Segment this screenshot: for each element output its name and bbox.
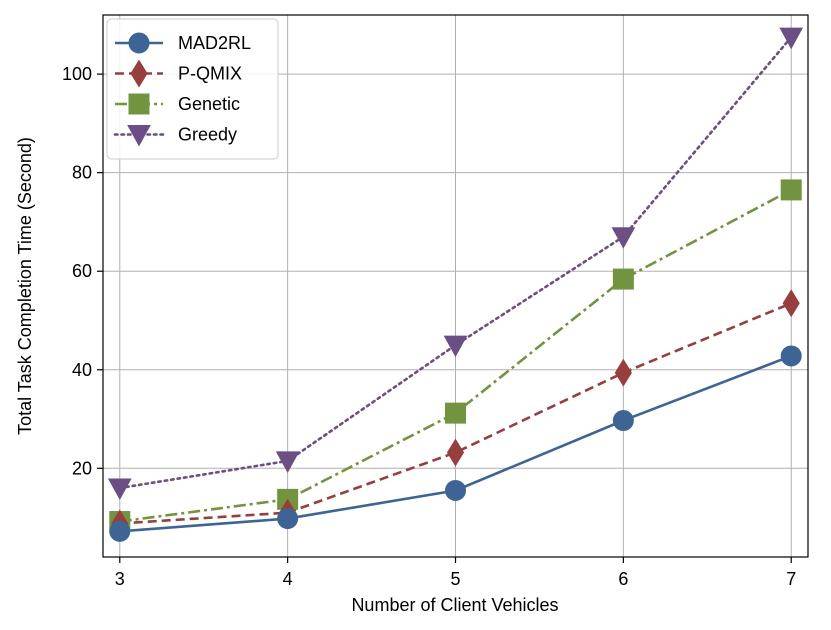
legend-marker-mad2rl (128, 32, 150, 54)
data-point-mad2rl (445, 479, 466, 501)
legend-box (106, 18, 279, 160)
legend: MAD2RL P-QMIX Genetic Greedy (106, 18, 279, 160)
x-tick-label: 5 (450, 569, 460, 589)
data-point-mad2rl (109, 520, 131, 542)
y-axis-label: Total Task Completion Time (Second) (15, 137, 35, 435)
legend-label-mad2rl: MAD2RL (178, 33, 251, 53)
data-point-greedy (107, 478, 132, 501)
y-tick-label: 100 (62, 64, 92, 84)
data-point-genetic (445, 402, 466, 424)
data-point-p-qmix (446, 438, 465, 467)
data-point-mad2rl (277, 508, 299, 530)
y-axis-ticks: 20 40 60 80 100 (62, 64, 103, 478)
y-tick-label: 40 (72, 360, 92, 380)
legend-label-p-qmix: P-QMIX (178, 64, 242, 84)
y-tick-label: 60 (72, 261, 92, 281)
series-line-p-qmix (119, 302, 792, 525)
data-point-genetic (612, 268, 634, 290)
y-tick-label: 80 (72, 163, 92, 183)
legend-marker-p-qmix (130, 59, 148, 88)
grid-lines (103, 15, 808, 557)
x-axis-label: Number of Client Vehicles (351, 595, 558, 615)
legend-marker-greedy (127, 125, 151, 147)
data-point-greedy (443, 335, 468, 358)
data-point-p-qmix (614, 358, 632, 387)
x-tick-label: 7 (786, 569, 796, 589)
legend-label-greedy: Greedy (178, 125, 237, 145)
x-tick-label: 4 (283, 569, 293, 589)
x-tick-label: 6 (618, 569, 628, 589)
legend-label-genetic: Genetic (178, 94, 240, 114)
data-point-greedy (275, 451, 300, 473)
data-point-mad2rl (780, 345, 802, 367)
data-point-greedy (779, 27, 804, 50)
x-axis-ticks: 3 4 5 6 7 (115, 557, 796, 589)
data-point-greedy (611, 227, 636, 249)
series-markers (107, 27, 804, 542)
data-point-genetic (780, 179, 802, 201)
legend-marker-genetic (128, 93, 150, 115)
x-tick-label: 3 (115, 569, 125, 589)
data-point-p-qmix (782, 289, 800, 318)
data-point-mad2rl (612, 410, 634, 432)
y-tick-label: 20 (72, 458, 92, 478)
